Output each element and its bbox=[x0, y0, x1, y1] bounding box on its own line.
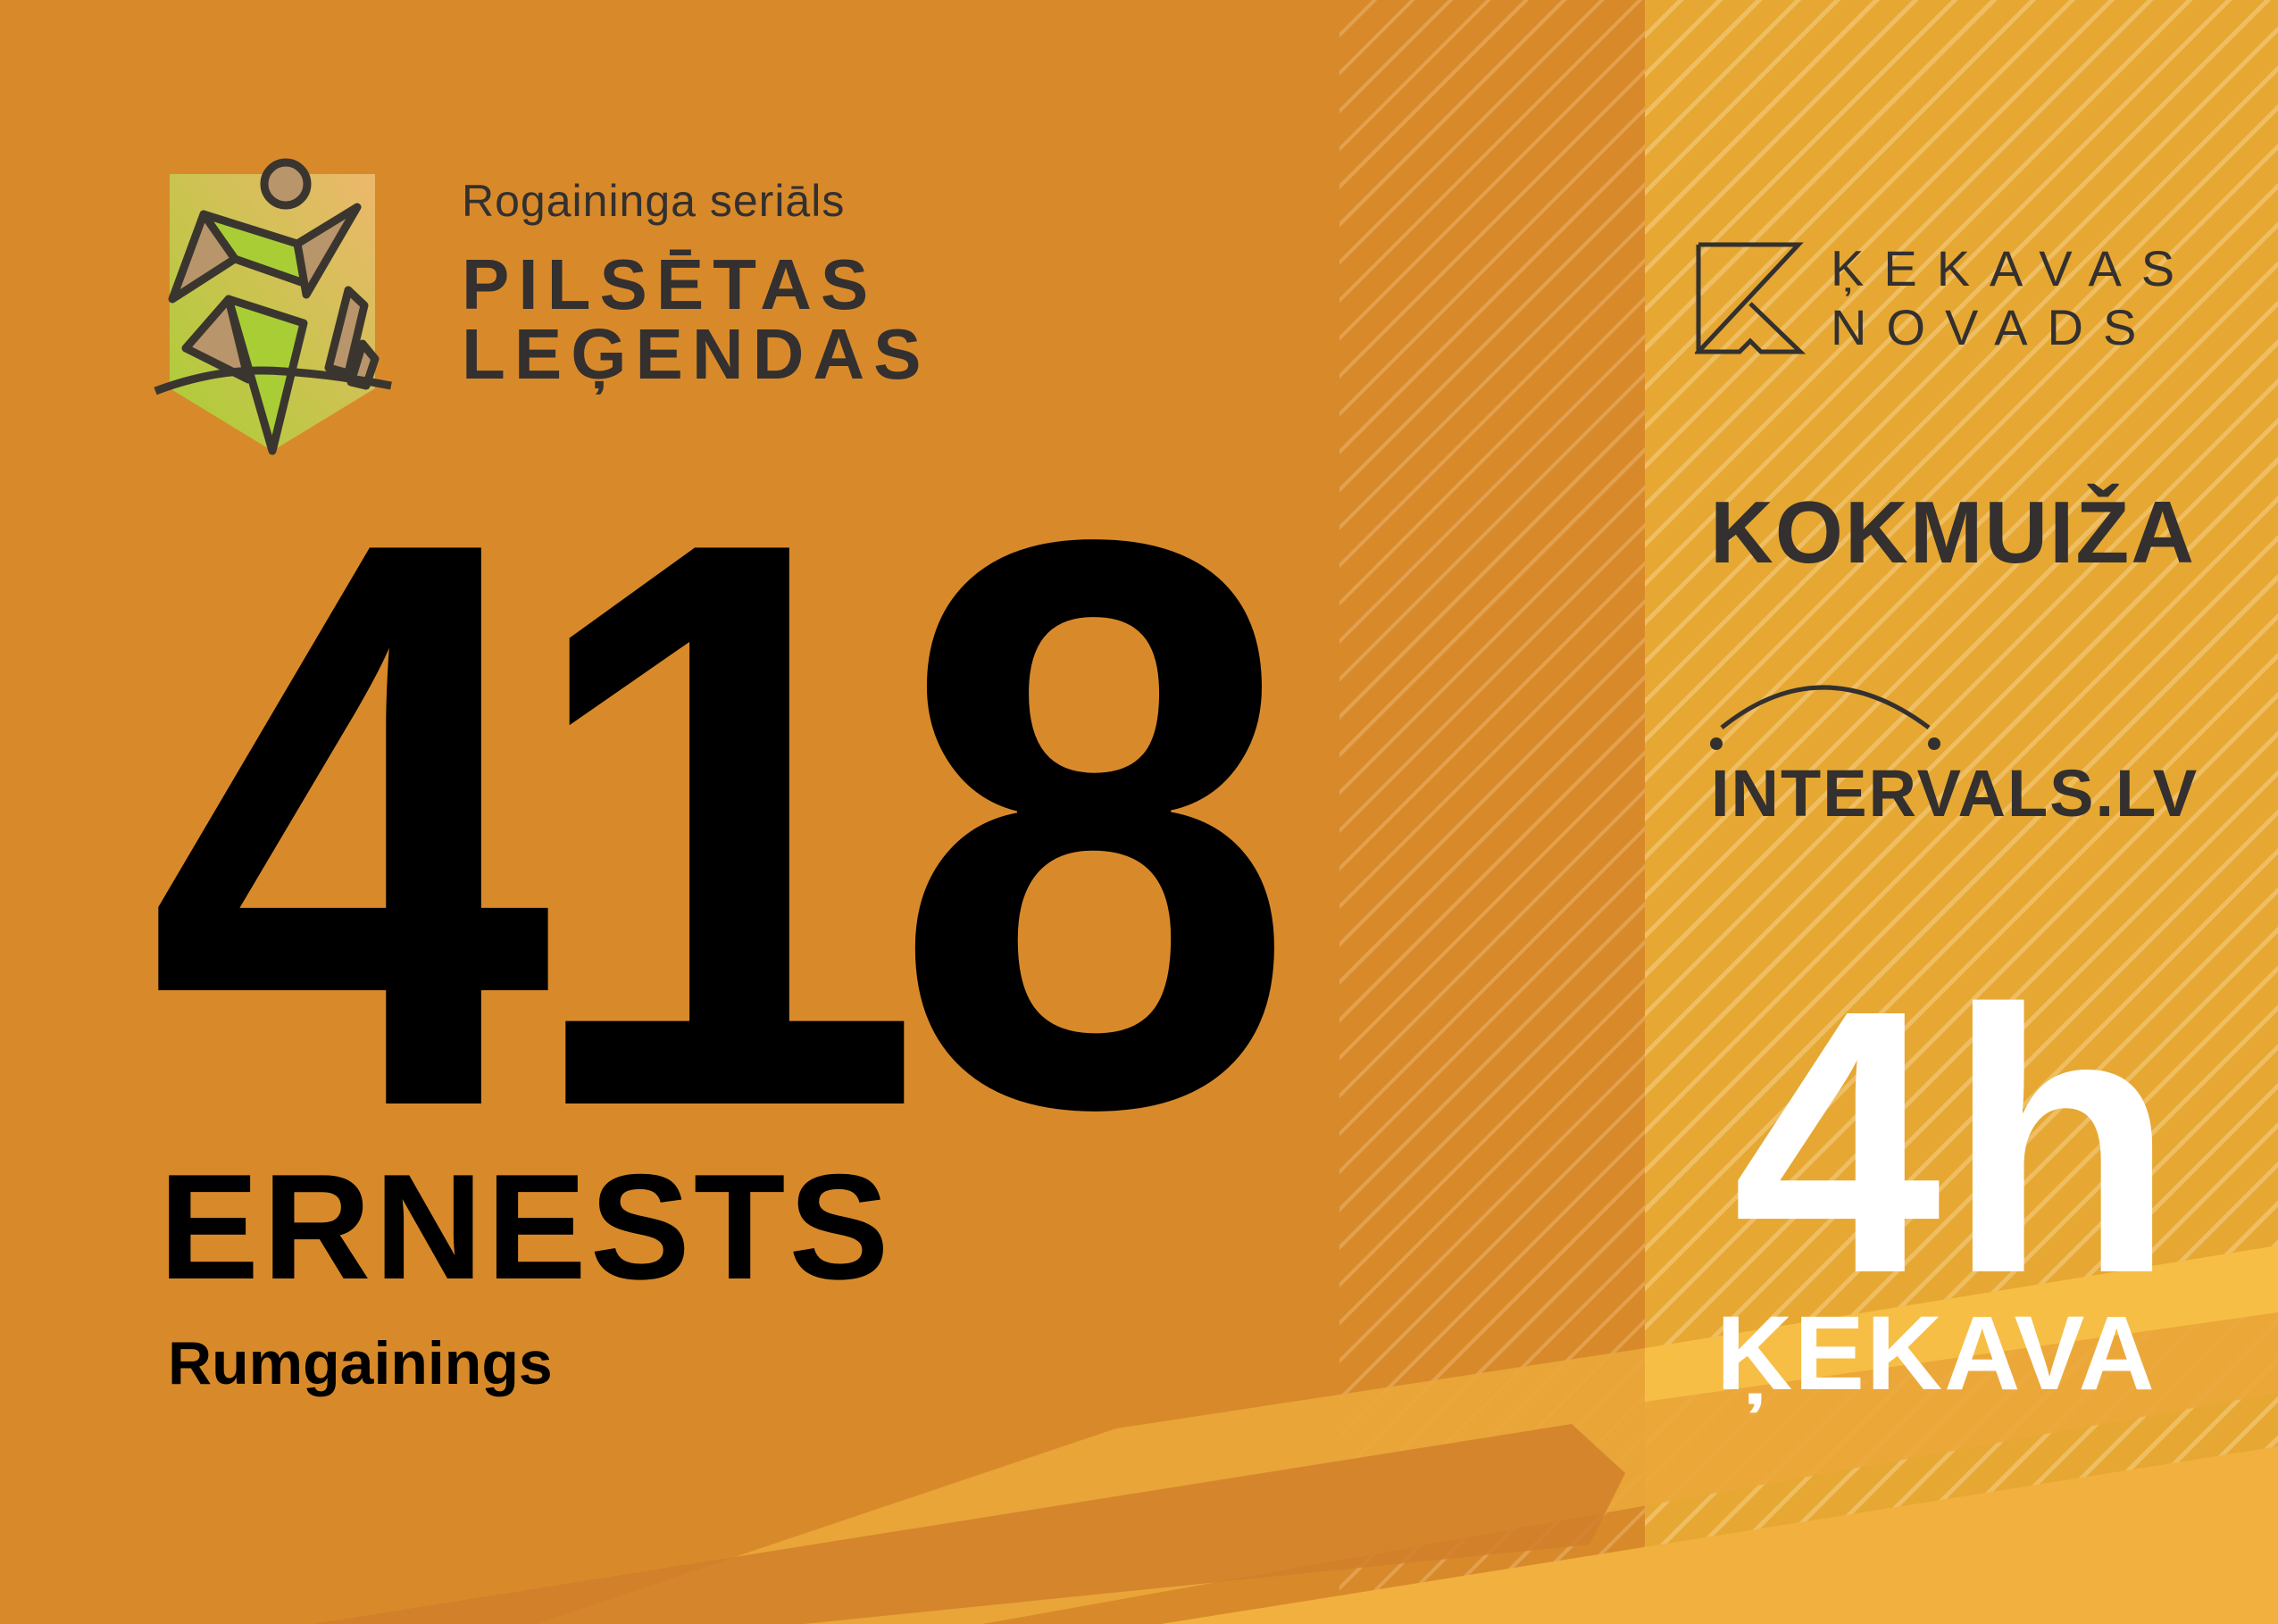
participant-name: ERNESTS bbox=[159, 1143, 893, 1311]
series-subtitle: Rogaininga seriāls bbox=[462, 176, 846, 226]
series-title-line1: PILSĒTAS bbox=[462, 245, 878, 324]
bib-number: 418 bbox=[147, 372, 1297, 1275]
kekavas-line1: ĶEKAVAS bbox=[1831, 240, 2195, 296]
kekavas-novads-logo-mark bbox=[1695, 242, 1807, 354]
sponsor-intervals: INTERVALS.LV bbox=[1711, 756, 2199, 830]
stripe-pattern bbox=[1339, 0, 1645, 1624]
team-name: Rumgainings bbox=[168, 1329, 553, 1397]
kekavas-line2: NOVADS bbox=[1831, 299, 2157, 355]
sponsor-kokmuiza: KOKMUIŽA bbox=[1710, 483, 2197, 581]
series-title: PILSĒTAS LEĢENDAS bbox=[462, 245, 930, 394]
series-title-line2: LEĢENDAS bbox=[462, 314, 930, 394]
intervals-arc-icon bbox=[1710, 685, 1940, 750]
pilsetas-legendas-logo bbox=[154, 158, 392, 455]
event-duration: 4h bbox=[1732, 933, 2182, 1352]
event-location: ĶEKAVA bbox=[1716, 1295, 2157, 1412]
kekavas-novads-logo-text: ĶEKAVAS NOVADS bbox=[1831, 239, 2194, 357]
